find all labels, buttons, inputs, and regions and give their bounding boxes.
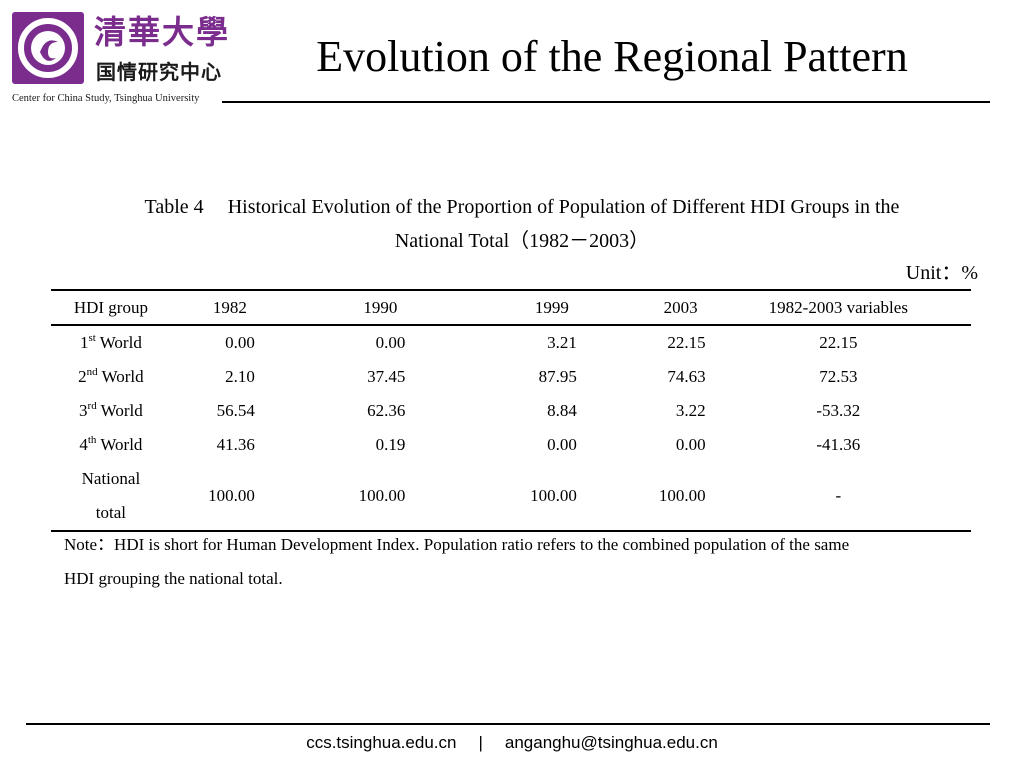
value-cell: 56.54 bbox=[216, 401, 255, 420]
variable-cell: 72.53 bbox=[819, 367, 858, 386]
variable-cell: - bbox=[835, 486, 842, 505]
column-header: 1990 bbox=[363, 297, 398, 317]
hdi-table: HDI group 1982 1990 1999 2003 1982-2003 … bbox=[51, 289, 971, 532]
value-cell: 0.00 bbox=[225, 333, 255, 352]
value-cell: 0.19 bbox=[375, 435, 406, 454]
logo-calligraphy: 清華大學 bbox=[94, 13, 231, 51]
value-cell: 0.00 bbox=[375, 333, 406, 352]
national-total-label: National total bbox=[81, 469, 141, 522]
value-cell: 62.36 bbox=[367, 401, 406, 420]
variable-cell: -53.32 bbox=[816, 401, 861, 420]
table-header-row: HDI group 1982 1990 1999 2003 1982-2003 … bbox=[51, 290, 971, 325]
footer: ccs.tsinghua.edu.cn | anganghu@tsinghua.ed… bbox=[0, 732, 1024, 754]
table-row: 2nd World 2.10 37.45 87.95 74.63 72.53 bbox=[51, 360, 971, 394]
column-header: 1982-2003 variables bbox=[768, 297, 908, 317]
value-cell: 100.00 bbox=[358, 486, 406, 505]
caption-text-1: Historical Evolution of the Proportion o… bbox=[227, 196, 900, 218]
note-line-1: Note：HDI is short for Human Development … bbox=[64, 535, 850, 554]
value-cell: 87.95 bbox=[538, 367, 577, 386]
logo-block: 清華大學 国情研究中心 Center for China Study, Tsin… bbox=[10, 10, 231, 106]
value-cell: 3.22 bbox=[675, 401, 706, 420]
logo-en-subtitle: Center for China Study, Tsinghua Univers… bbox=[12, 93, 200, 104]
value-cell: 100.00 bbox=[658, 486, 706, 505]
hdi-group-cell: 3rd World bbox=[79, 400, 143, 421]
logo-cn-subtitle: 国情研究中心 bbox=[96, 60, 222, 84]
value-cell: 22.15 bbox=[667, 333, 706, 352]
tsinghua-seal-icon bbox=[12, 12, 84, 84]
footer-divider bbox=[26, 723, 990, 725]
table-caption: Table 4 Historical Evolution of the Propo… bbox=[60, 190, 984, 258]
value-cell: 8.84 bbox=[547, 401, 577, 420]
page-title: Evolution of the Regional Pattern bbox=[316, 32, 908, 81]
value-cell: 0.00 bbox=[675, 435, 706, 454]
table-row: 3rd World 56.54 62.36 8.84 3.22 -53.32 bbox=[51, 394, 971, 428]
value-cell: 0.00 bbox=[547, 435, 577, 454]
footer-website-link[interactable]: ccs.tsinghua.edu.cn bbox=[306, 733, 457, 752]
value-cell: 100.00 bbox=[208, 486, 255, 505]
value-cell: 41.36 bbox=[216, 435, 255, 454]
column-header: HDI group bbox=[73, 297, 148, 317]
footer-separator: | bbox=[478, 733, 483, 752]
hdi-group-cell: 2nd World bbox=[78, 366, 144, 387]
caption-line-2: National Total（1982－2003） bbox=[394, 230, 650, 252]
value-cell: 100.00 bbox=[530, 486, 577, 505]
column-header: 2003 bbox=[663, 297, 698, 317]
value-cell: 2.10 bbox=[225, 367, 255, 386]
table-row-national-total: National total 100.00 100.00 100.00 100.0… bbox=[51, 462, 971, 531]
value-cell: 74.63 bbox=[667, 367, 706, 386]
footer-email-link[interactable]: anganghu@tsinghua.edu.cn bbox=[504, 733, 718, 752]
caption-line-1: Table 4 Historical Evolution of the Propo… bbox=[60, 190, 984, 224]
table-number: Table 4 bbox=[144, 196, 204, 218]
value-cell: 37.45 bbox=[367, 367, 406, 386]
column-header: 1999 bbox=[534, 297, 569, 317]
hdi-group-cell: 4th World bbox=[79, 434, 143, 455]
table-row: 1st World 0.00 0.00 3.21 22.15 22.15 bbox=[51, 325, 971, 360]
note-line-2: HDI grouping the national total. bbox=[64, 569, 283, 588]
table-unit: Unit：% bbox=[905, 262, 978, 284]
variable-cell: 22.15 bbox=[819, 333, 858, 352]
hdi-group-cell: 1st World bbox=[79, 332, 142, 353]
header-divider bbox=[222, 101, 990, 103]
table-row: 4th World 41.36 0.19 0.00 0.00 -41.36 bbox=[51, 428, 971, 462]
column-header: 1982 bbox=[212, 297, 247, 317]
variable-cell: -41.36 bbox=[816, 435, 861, 454]
value-cell: 3.21 bbox=[547, 333, 577, 352]
table-note: Note：HDI is short for Human Development … bbox=[64, 528, 969, 596]
